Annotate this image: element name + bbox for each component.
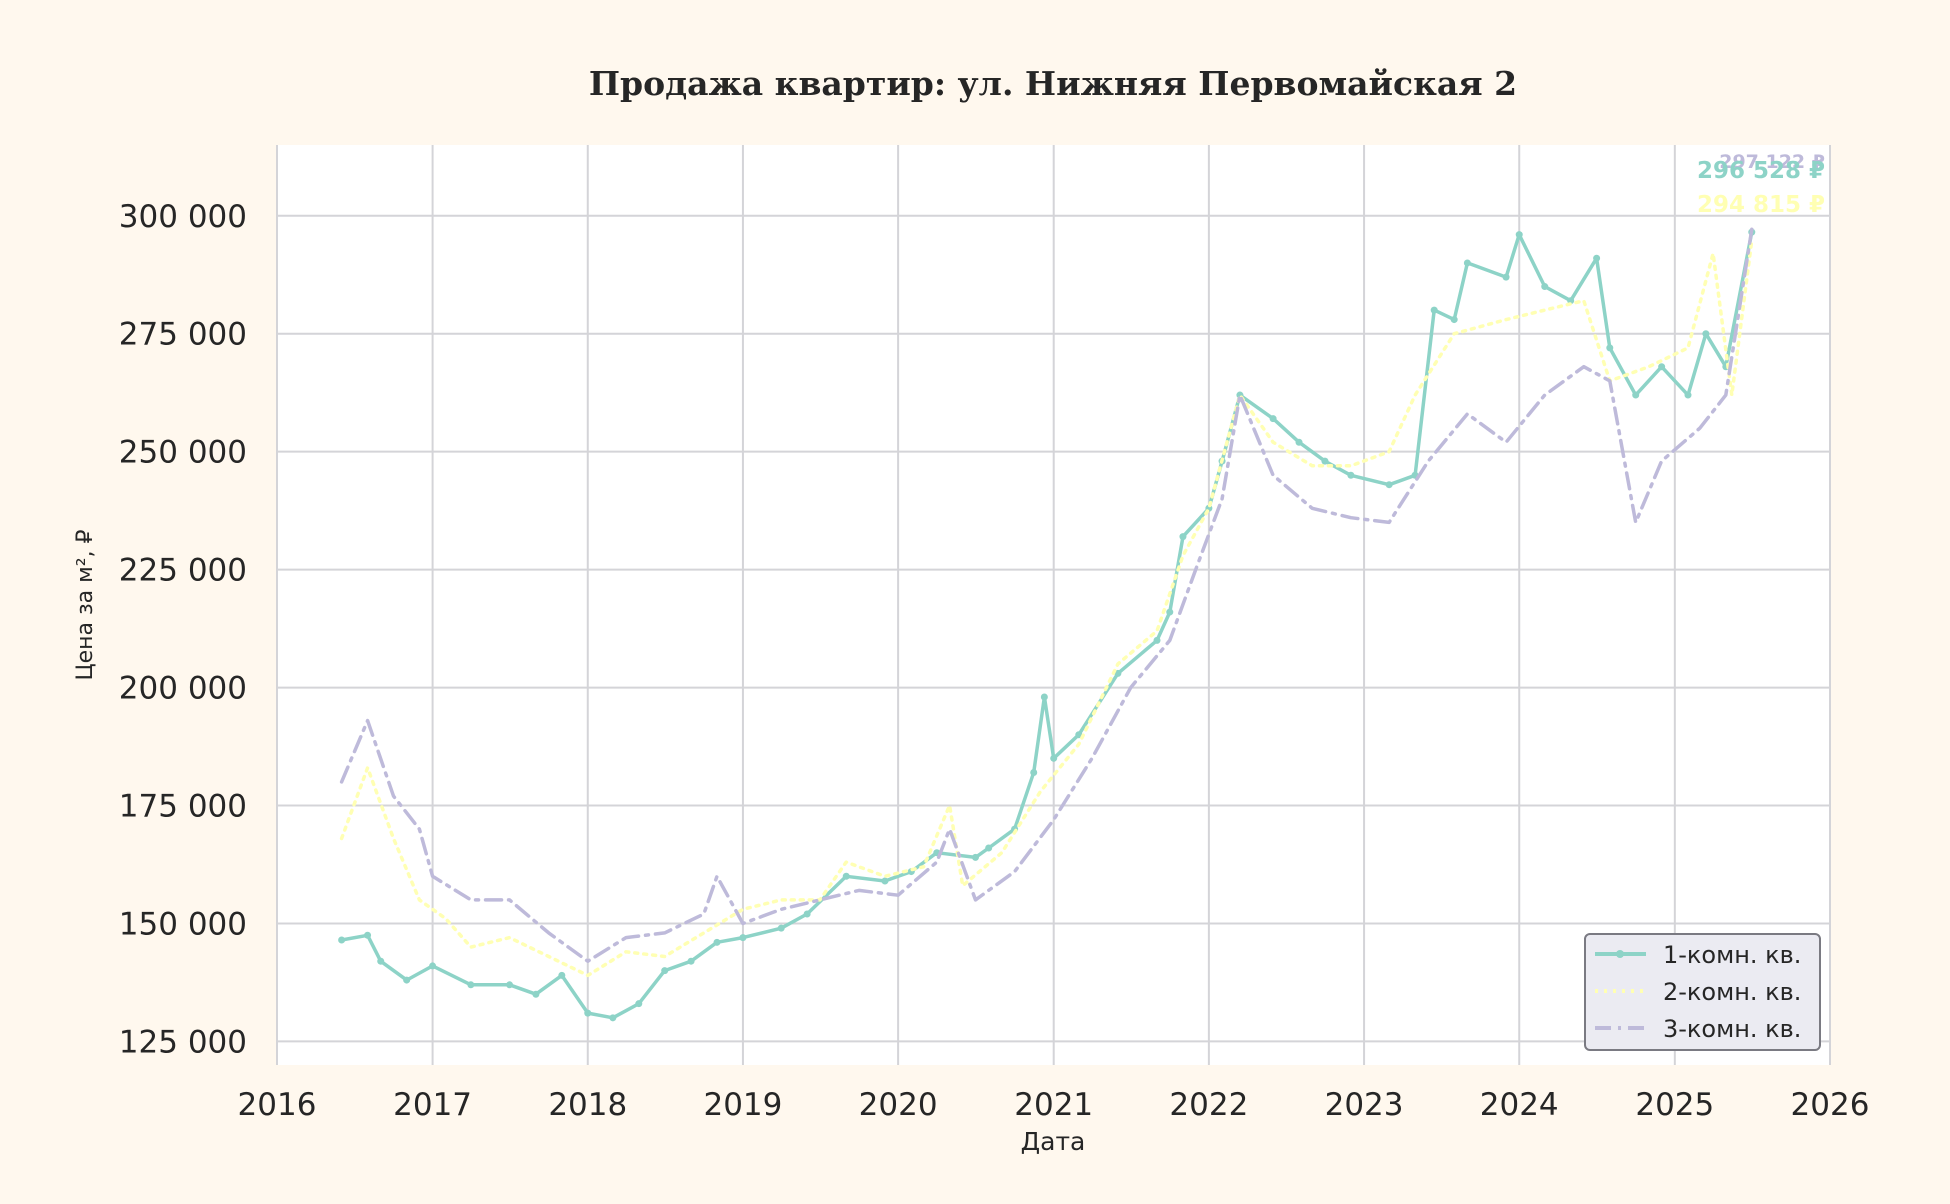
series-1-point [1567, 297, 1575, 305]
x-tick-label: 2022 [1169, 1087, 1248, 1123]
y-tick-label: 150 000 [119, 906, 247, 942]
y-axis-label: Цена за м², ₽ [73, 529, 98, 680]
y-tick-label: 200 000 [119, 671, 247, 707]
x-tick-label: 2019 [703, 1087, 782, 1123]
series-1-point [584, 1009, 592, 1017]
x-tick-label: 2020 [859, 1087, 938, 1123]
series-1-point [1702, 330, 1710, 338]
series-1-point [713, 938, 721, 946]
series-1-point [1632, 391, 1640, 399]
series-3-group [339, 227, 1754, 963]
series-1-point [338, 936, 346, 944]
x-tick-label: 2017 [393, 1087, 472, 1123]
series-1-point [1030, 768, 1038, 776]
series-1-point [1658, 363, 1666, 371]
series-1-point [364, 931, 372, 939]
legend-label: 3-комн. кв. [1663, 1015, 1801, 1043]
series-1-point [1269, 415, 1277, 423]
legend-label: 1-комн. кв. [1663, 941, 1801, 969]
series-1-point [881, 877, 889, 885]
series-1-point [1684, 391, 1692, 399]
series-1-point [467, 981, 475, 989]
series-1-point [1463, 259, 1471, 267]
series-1-point [985, 844, 993, 852]
chart-title: Продажа квартир: ул. Нижняя Первомайская… [589, 64, 1517, 103]
series-1-point [803, 910, 811, 918]
series-1-point [1430, 306, 1438, 314]
series-1-point [777, 924, 785, 932]
y-tick-label: 250 000 [119, 435, 247, 471]
end-value-label: 297 122 ₽ [1719, 151, 1825, 173]
y-tick-label: 300 000 [119, 199, 247, 235]
legend-box [1584, 933, 1821, 1051]
series-1-point [1295, 438, 1303, 446]
series-1-point [506, 981, 514, 989]
series-1-point [377, 957, 385, 965]
series-1-point [971, 853, 979, 861]
series-1-point [842, 872, 850, 880]
series-1-point [1515, 231, 1523, 239]
series-1-point [1502, 273, 1510, 281]
series-1-point [1593, 254, 1601, 262]
x-tick-label: 2025 [1635, 1087, 1714, 1123]
end-value-label: 294 815 ₽ [1697, 192, 1825, 218]
series-1-point [1385, 481, 1393, 489]
series-1-point [403, 976, 411, 984]
x-tick-label: 2023 [1325, 1087, 1404, 1123]
series-1-point [429, 962, 437, 970]
y-tick-label: 225 000 [119, 553, 247, 589]
series-1-point [739, 934, 747, 942]
series-1-point [1153, 636, 1161, 644]
series-1-point [532, 990, 540, 998]
series-1-point [1450, 316, 1458, 324]
legend-marker [1616, 950, 1624, 958]
series-1-point [1075, 731, 1083, 739]
series-1-point [558, 971, 566, 979]
y-tick-label: 125 000 [119, 1024, 247, 1060]
series-1-point [1606, 344, 1614, 352]
series-1-point [1114, 669, 1122, 677]
series-1-point [1321, 457, 1329, 465]
series-1-point [1050, 754, 1058, 762]
series-2-group [339, 238, 1754, 978]
series-1-point [1541, 283, 1549, 291]
grid [276, 145, 1831, 1065]
series-3-line [339, 227, 1754, 963]
series-2-line [339, 238, 1754, 978]
series-1-point [661, 967, 669, 975]
series-1-point [687, 957, 695, 965]
series-1-point [635, 1000, 643, 1008]
legend-label: 2-комн. кв. [1663, 978, 1801, 1006]
x-tick-label: 2021 [1014, 1087, 1093, 1123]
end-value-label: 296 528 ₽ [1697, 158, 1825, 184]
series-1-group [338, 228, 1756, 1022]
x-tick-label: 2016 [238, 1087, 317, 1123]
legend: 1-комн. кв. 2-комн. кв. 3-комн. кв. [1584, 933, 1821, 1051]
series-1-point [1347, 471, 1355, 479]
series-1-point [1179, 533, 1187, 541]
series-1-point [1040, 693, 1048, 701]
x-tick-label: 2026 [1791, 1087, 1870, 1123]
series-1-point [609, 1014, 617, 1022]
y-tick-label: 175 000 [119, 789, 247, 825]
x-tick-label: 2024 [1480, 1087, 1559, 1123]
series-1-point [1166, 608, 1174, 616]
x-axis-label: Дата [1021, 1127, 1086, 1156]
x-tick-label: 2018 [548, 1087, 627, 1123]
y-tick-label: 275 000 [119, 317, 247, 353]
